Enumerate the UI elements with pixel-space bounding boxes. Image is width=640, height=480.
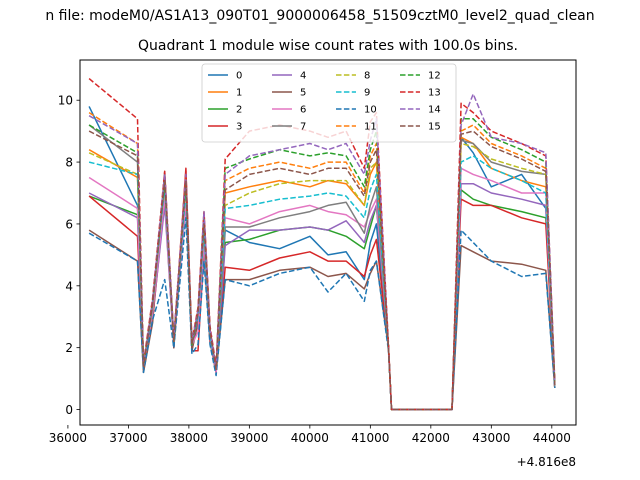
x-tick-label: 36000	[49, 431, 87, 445]
series-line-9	[88, 155, 556, 411]
x-tick-label: 38000	[170, 431, 208, 445]
y-tick-label: 8	[65, 156, 73, 170]
axes-frame	[79, 59, 577, 426]
x-tick-label: 44000	[533, 431, 571, 445]
legend-label-8: 8	[364, 71, 370, 82]
x-tick-label: 43000	[472, 431, 510, 445]
y-axis: 0 2 4 6 8 10	[58, 94, 80, 417]
y-tick-label: 10	[58, 94, 73, 108]
series-line-12	[88, 118, 556, 411]
legend-label-0: 0	[236, 71, 242, 82]
legend-label-10: 10	[364, 105, 377, 116]
series-line-15	[88, 130, 556, 411]
legend-frame	[201, 63, 457, 143]
figure-suptitle: n file: modeM0/AS1A13_090T01_9000006458_…	[45, 8, 594, 24]
chart-title: Quadrant 1 module wise count rates with …	[138, 38, 518, 54]
legend-label-6: 6	[300, 105, 306, 116]
x-tick-label: 41000	[351, 431, 389, 445]
y-tick-label: 6	[65, 217, 73, 231]
legend-label-11: 11	[364, 122, 377, 133]
x-tick-label: 40000	[291, 431, 329, 445]
legend-label-4: 4	[300, 71, 306, 82]
legend-label-1: 1	[236, 88, 242, 99]
legend-label-7: 7	[300, 122, 306, 133]
y-tick-label: 0	[65, 403, 73, 417]
x-tick-label: 39000	[230, 431, 268, 445]
legend-label-15: 15	[428, 122, 441, 133]
series-layer	[88, 78, 556, 411]
x-tick-label: 42000	[412, 431, 450, 445]
legend-label-13: 13	[428, 88, 441, 99]
legend-label-3: 3	[236, 122, 242, 133]
x-axis: 36000 37000 38000 39000 40000 41000 42000 43000…	[49, 425, 571, 445]
y-tick-label: 2	[65, 341, 73, 355]
legend-label-12: 12	[428, 71, 441, 82]
series-line-14	[88, 93, 556, 411]
legend-label-2: 2	[236, 105, 242, 116]
legend-label-5: 5	[300, 88, 306, 99]
series-line-10	[88, 217, 556, 411]
legend-label-9: 9	[364, 88, 370, 99]
x-axis-offset-label: +4.816e8	[517, 455, 576, 469]
x-tick-label: 37000	[109, 431, 147, 445]
y-tick-label: 4	[65, 279, 73, 293]
legend-label-14: 14	[428, 105, 441, 116]
